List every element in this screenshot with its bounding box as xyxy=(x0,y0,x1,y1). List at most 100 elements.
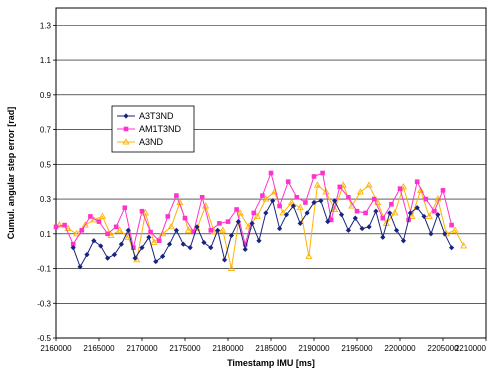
data-point xyxy=(208,245,214,251)
y-tick-label: 0.7 xyxy=(40,126,52,135)
data-point xyxy=(449,245,455,251)
data-point xyxy=(451,226,459,233)
data-point xyxy=(122,205,128,211)
data-point xyxy=(88,214,93,219)
data-point xyxy=(371,196,377,202)
data-point xyxy=(201,239,207,246)
data-point xyxy=(432,208,437,214)
y-tick-label: 0.9 xyxy=(40,91,52,100)
data-point xyxy=(191,229,196,235)
data-point xyxy=(84,252,90,258)
data-point xyxy=(215,227,221,233)
data-point xyxy=(283,212,290,218)
data-point xyxy=(167,222,175,230)
data-point xyxy=(397,186,403,191)
data-point xyxy=(297,220,303,226)
data-point xyxy=(193,224,201,232)
data-point xyxy=(328,217,334,223)
series-am1t3nd xyxy=(53,170,454,250)
y-axis-title: Cumul. angular step error [rad] xyxy=(6,107,16,240)
data-point xyxy=(235,219,241,225)
data-point xyxy=(62,222,67,228)
data-point xyxy=(435,212,441,218)
data-point xyxy=(338,212,345,218)
data-point xyxy=(139,208,145,214)
data-point xyxy=(268,170,274,176)
data-point xyxy=(304,210,310,216)
data-point xyxy=(380,234,386,240)
data-point xyxy=(393,227,400,233)
data-point xyxy=(182,215,188,221)
data-point xyxy=(313,181,322,188)
series-a3t3nd xyxy=(70,198,455,270)
legend-marker xyxy=(123,113,129,119)
x-tick-label: 2170000 xyxy=(126,344,158,353)
data-point xyxy=(294,195,300,200)
y-tick-label: -0.3 xyxy=(37,299,51,308)
y-tick-label: 0.3 xyxy=(40,195,52,204)
series-line xyxy=(72,199,453,268)
data-point xyxy=(228,232,235,239)
data-point xyxy=(320,170,325,176)
data-point xyxy=(187,245,193,251)
data-point xyxy=(173,227,179,233)
x-tick-label: 2195000 xyxy=(341,344,373,353)
data-point xyxy=(414,179,420,184)
data-point xyxy=(153,258,159,265)
x-tick-label: 2165000 xyxy=(83,344,115,353)
data-point xyxy=(270,198,276,204)
data-point xyxy=(242,246,248,253)
data-point xyxy=(132,255,138,261)
data-point xyxy=(260,193,265,198)
y-tick-label: 1.1 xyxy=(40,56,52,65)
x-axis-ticks: 2160000 2165000 2170000 2175000 2180000 21850… xyxy=(40,338,487,353)
data-point xyxy=(423,196,429,202)
data-point xyxy=(146,234,152,240)
data-point xyxy=(64,224,72,232)
data-point xyxy=(98,243,104,249)
data-point xyxy=(318,198,324,204)
x-tick-label: 2185000 xyxy=(255,344,287,353)
data-point xyxy=(408,212,416,219)
data-point xyxy=(256,238,262,244)
data-point xyxy=(251,210,257,216)
legend: A3T3ND AM1T3ND A3ND xyxy=(111,105,195,153)
data-point xyxy=(118,241,124,247)
data-point xyxy=(194,224,200,230)
data-point xyxy=(337,184,343,190)
data-point xyxy=(131,245,136,250)
data-point xyxy=(279,209,287,216)
y-tick-label: 0.1 xyxy=(40,230,52,239)
data-point xyxy=(125,227,131,233)
data-point xyxy=(81,221,89,228)
data-point xyxy=(421,213,427,220)
data-point xyxy=(288,198,296,205)
legend-label: A3ND xyxy=(139,137,164,147)
data-point xyxy=(277,225,283,232)
data-point xyxy=(73,229,81,237)
x-tick-label: 2200000 xyxy=(384,344,416,353)
legend-marker xyxy=(122,138,130,145)
data-point xyxy=(148,229,153,235)
data-point xyxy=(449,222,454,228)
data-point xyxy=(98,212,107,219)
data-point xyxy=(285,179,291,184)
grid-lines xyxy=(56,25,486,339)
data-point xyxy=(159,229,167,237)
data-point xyxy=(425,212,433,219)
data-point xyxy=(365,181,373,188)
data-point xyxy=(373,208,379,214)
data-point xyxy=(331,205,339,212)
data-point xyxy=(311,199,317,206)
data-point xyxy=(263,210,269,216)
data-point xyxy=(105,255,111,261)
data-point xyxy=(217,221,222,226)
data-point xyxy=(53,224,59,230)
data-point xyxy=(414,205,420,211)
x-tick-label: 2190000 xyxy=(298,344,330,353)
data-point xyxy=(290,203,296,209)
legend-label: AM1T3ND xyxy=(139,124,182,134)
series-a3nd xyxy=(55,181,468,271)
data-point xyxy=(332,198,338,204)
